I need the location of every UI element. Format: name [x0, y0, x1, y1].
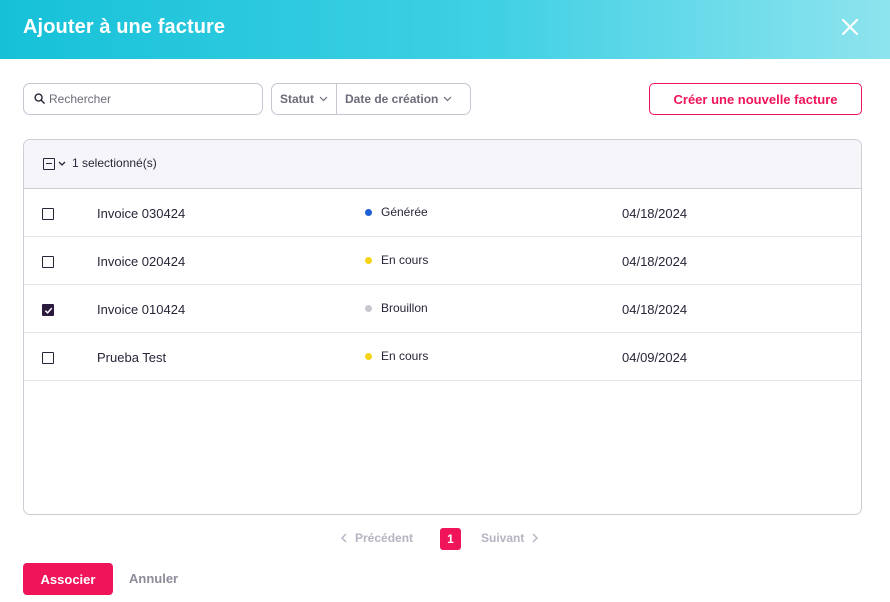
cancel-button[interactable]: Annuler [129, 571, 179, 586]
filter-creation-date[interactable]: Date de création [336, 84, 460, 114]
chevron-down-icon [443, 96, 452, 102]
invoice-name: Prueba Test [97, 350, 167, 365]
next-page-label: Suivant [481, 531, 525, 545]
previous-page-button[interactable]: Précédent [341, 531, 413, 545]
status-badge: En cours [365, 253, 428, 267]
create-invoice-button[interactable]: Créer une nouvelle facture [649, 83, 862, 115]
next-page-button[interactable]: Suivant [481, 531, 539, 545]
status-dot [365, 352, 372, 360]
filter-status[interactable]: Statut [272, 84, 336, 114]
table-header: 1 selectionné(s) [24, 140, 861, 189]
search-field[interactable] [23, 83, 263, 115]
chevron-down-icon [319, 96, 328, 102]
filter-group: Statut Date de création [271, 83, 471, 115]
status-badge: Brouillon [365, 301, 428, 315]
invoice-date: 04/18/2024 [622, 254, 688, 269]
dialog-title: Ajouter à une facture [23, 16, 226, 38]
status-label: En cours [381, 253, 429, 267]
status-label: En cours [381, 349, 429, 363]
chevron-right-icon [532, 533, 539, 543]
filter-creation-date-label: Date de création [345, 92, 439, 106]
checkmark-icon [44, 307, 53, 314]
status-badge: En cours [365, 349, 428, 363]
invoice-table: 1 selectionné(s) Invoice 030424 Générée … [23, 139, 862, 515]
invoice-name: Invoice 030424 [97, 206, 186, 221]
table-row[interactable]: Invoice 010424 Brouillon 04/18/2024 [24, 285, 861, 333]
invoice-date: 04/18/2024 [622, 302, 688, 317]
status-dot [365, 256, 372, 264]
chevron-left-icon [341, 533, 347, 543]
status-label: Générée [381, 205, 428, 219]
search-input[interactable] [49, 84, 254, 114]
invoice-date: 04/09/2024 [622, 350, 688, 365]
select-all-checkbox[interactable] [43, 158, 55, 170]
search-icon [34, 93, 45, 104]
row-checkbox[interactable] [42, 304, 54, 316]
close-icon[interactable] [838, 15, 862, 39]
table-row[interactable]: Invoice 020424 En cours 04/18/2024 [24, 237, 861, 285]
previous-page-label: Précédent [355, 531, 414, 545]
current-page[interactable]: 1 [440, 528, 461, 550]
filter-status-label: Statut [280, 92, 314, 106]
status-label: Brouillon [381, 301, 428, 315]
row-checkbox[interactable] [42, 208, 54, 220]
associate-button[interactable]: Associer [23, 563, 113, 595]
invoice-name: Invoice 010424 [97, 302, 186, 317]
table-row[interactable]: Prueba Test En cours 04/09/2024 [24, 333, 861, 381]
dialog-header: Ajouter à une facture [0, 0, 890, 59]
selection-count: 1 selectionné(s) [72, 156, 157, 170]
chevron-down-icon[interactable] [58, 161, 66, 167]
status-badge: Générée [365, 205, 428, 219]
invoice-date: 04/18/2024 [622, 206, 688, 221]
table-row[interactable]: Invoice 030424 Générée 04/18/2024 [24, 189, 861, 237]
pagination: Précédent 1 Suivant [0, 528, 890, 550]
row-checkbox[interactable] [42, 256, 54, 268]
status-dot [365, 304, 372, 312]
status-dot [365, 208, 372, 216]
row-checkbox[interactable] [42, 352, 54, 364]
invoice-name: Invoice 020424 [97, 254, 186, 269]
